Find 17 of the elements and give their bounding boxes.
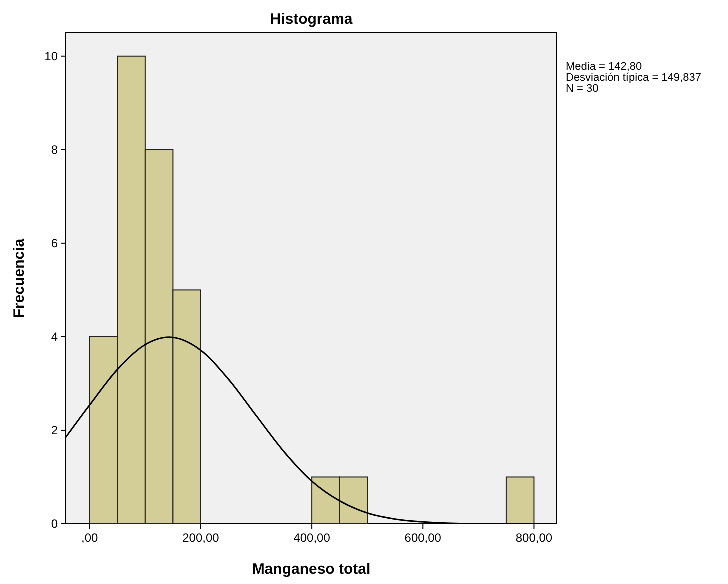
x-tick-label: 200,00 (182, 531, 220, 545)
text: Desviación típica = 149,837 (566, 72, 702, 84)
text: Media = 142,80 (566, 61, 642, 73)
y-tick-label: 10 (44, 49, 58, 64)
x-tick-label: ,00 (82, 531, 99, 545)
x-tick-label: 800,00 (516, 531, 553, 545)
text: N = 30 (566, 83, 599, 95)
x-axis-title: Manganeso total (252, 561, 371, 578)
y-tick-label: 8 (51, 142, 58, 157)
x-tick-label: 400,00 (294, 531, 331, 545)
x-tick-label: 600,00 (404, 531, 442, 545)
chart-title: Histograma (270, 11, 354, 28)
y-tick-label: 0 (51, 517, 58, 531)
y-axis-title: Frecuencia (11, 238, 28, 318)
y-tick-label: 4 (51, 330, 58, 344)
y-tick-label: 2 (51, 423, 58, 438)
y-tick-label: 6 (51, 236, 58, 250)
